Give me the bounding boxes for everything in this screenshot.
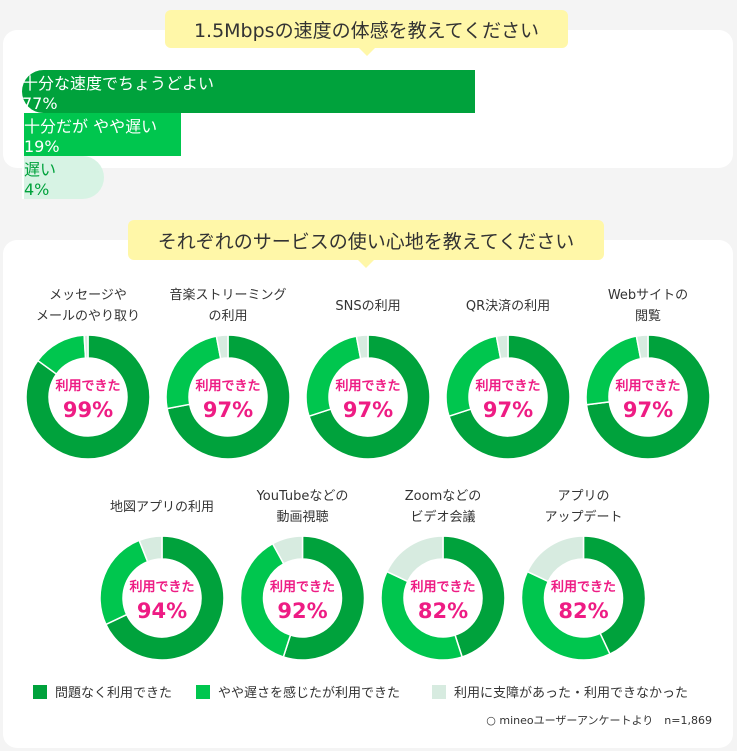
bar-segment: 十分な速度でちょうどよい 77% [22,70,475,113]
legend-swatch [432,684,446,699]
center-caption: 利用できた [55,379,121,394]
donut-title: QR決済の利用 [465,298,551,314]
center-value: 92% [277,599,328,623]
donut-segment [83,334,89,359]
donut-segment [308,334,431,460]
segment-value: 19% [24,137,60,156]
legend-swatch [196,684,210,699]
footnote: ○ mineoユーザーアンケートより n=1,869 [486,714,712,727]
speed-bar: 十分な速度でちょうどよい 77% 十分だが やや遅い 19% 遅い 4% [22,70,712,199]
center-caption: 利用できた [615,379,681,394]
service-card [3,240,733,748]
center-value: 97% [202,398,254,422]
donut-segment [520,570,611,661]
segment-value: 77% [22,94,58,113]
donut-segment [166,334,291,460]
donut-title: YouTubeなどの 動画視聴 [256,489,349,525]
segment-label: 十分だが やや遅い [24,117,158,136]
donut-segment [138,535,163,563]
donut-segment [635,334,649,360]
segment-value: 4% [24,180,50,199]
donut-segment [585,334,711,460]
center-value: 97% [482,398,534,422]
donut-segment [526,535,585,583]
donut-segment [582,535,647,656]
bar-segment: 遅い 4% [22,156,105,199]
legend-label: 利用に支障があった・利用できなかった [454,686,689,701]
donut-segment [25,334,151,460]
service-title: それぞれのサービスの使い心地を教えてください [128,220,604,268]
donut-segment [282,535,366,661]
center-caption: 利用できた [335,379,401,394]
bar-segment: 十分だが やや遅い 19% [22,113,181,156]
donut-title: アプリの アップデート [544,489,623,525]
center-caption: 利用できた [475,379,541,394]
center-caption: 利用できた [195,379,261,394]
speed-title: 1.5Mbpsの速度の体感を教えてください [165,10,568,56]
legend-swatch [33,684,47,699]
donut-segment [385,535,444,583]
center-caption: 利用できた [129,580,195,595]
donut-segment [448,334,571,460]
center-value: 82% [417,599,469,623]
donut-segment [271,535,304,565]
donut-title: Zoomなどの ビデオ会議 [404,489,482,525]
center-value: 99% [62,398,114,422]
legend-item: 問題なく利用できた [33,682,172,701]
center-value: 97% [342,398,394,422]
center-value: 94% [136,599,188,623]
center-caption: 利用できた [550,580,616,595]
donut-title: 音楽ストリーミング の利用 [169,288,287,324]
donut-segment [585,335,642,406]
center-value: 97% [622,398,674,422]
center-value: 82% [558,599,609,623]
center-caption: 利用できた [269,580,335,595]
legend-label: やや遅さを感じたが利用できた [218,686,401,701]
center-caption: 利用できた [410,580,476,595]
donut-title: 地図アプリの利用 [109,499,214,515]
donut-segment [355,334,369,360]
donut-title: Webサイトの 閲覧 [607,288,689,324]
segment-label: 十分な速度でちょうどよい [22,74,215,93]
donut-title: メッセージや メールのやり取り [35,288,140,324]
legend-label: 問題なく利用できた [55,686,173,701]
legend-item: 利用に支障があった・利用できなかった [432,682,688,701]
donut-title: SNSの利用 [335,298,401,314]
donut-segment [215,334,229,360]
donut-segment [104,535,225,661]
legend-item: やや遅さを感じたが利用できた [196,682,400,701]
donut-segment [495,334,509,360]
segment-label: 遅い [24,160,57,179]
donut-segment [442,535,506,658]
